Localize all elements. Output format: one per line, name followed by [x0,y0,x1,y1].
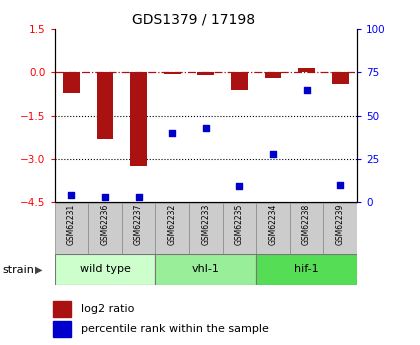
Text: GSM62231: GSM62231 [67,204,76,245]
Text: GSM62236: GSM62236 [100,204,110,245]
Point [102,194,108,199]
Bar [63,72,80,92]
Point [68,192,75,198]
Bar [290,203,323,254]
Text: GSM62238: GSM62238 [302,204,311,245]
Text: GSM62239: GSM62239 [336,204,345,245]
Bar [130,72,147,166]
Bar [55,254,155,285]
Bar [256,254,357,285]
Text: GSM62235: GSM62235 [235,204,244,245]
Bar [122,203,155,254]
Text: log2 ratio: log2 ratio [81,304,135,314]
Text: ▶: ▶ [35,265,42,275]
Text: GDS1379 / 17198: GDS1379 / 17198 [131,12,255,26]
Bar [197,72,214,75]
Bar [189,203,223,254]
Bar [155,254,256,285]
Point [202,125,209,130]
Point [236,184,243,189]
Bar [97,72,113,139]
Bar [223,203,256,254]
Bar [298,68,315,72]
Text: hif-1: hif-1 [294,265,319,274]
Text: GSM62233: GSM62233 [201,204,210,245]
Bar [256,203,290,254]
Bar [332,72,349,84]
Bar [323,203,357,254]
Text: strain: strain [2,265,34,275]
Text: wild type: wild type [79,265,131,274]
Point [337,182,344,187]
Point [169,130,176,136]
Bar [231,72,248,90]
Text: GSM62237: GSM62237 [134,204,143,245]
Bar [155,203,189,254]
Bar [88,203,122,254]
Point [303,87,310,92]
Bar [55,203,88,254]
Point [270,151,276,156]
Text: vhl-1: vhl-1 [192,265,220,274]
Text: percentile rank within the sample: percentile rank within the sample [81,324,269,334]
Bar [265,72,281,78]
Text: GSM62234: GSM62234 [268,204,278,245]
Bar [164,72,181,74]
Point [135,194,142,199]
Text: GSM62232: GSM62232 [168,204,177,245]
Bar [53,322,71,337]
Bar [53,301,71,317]
